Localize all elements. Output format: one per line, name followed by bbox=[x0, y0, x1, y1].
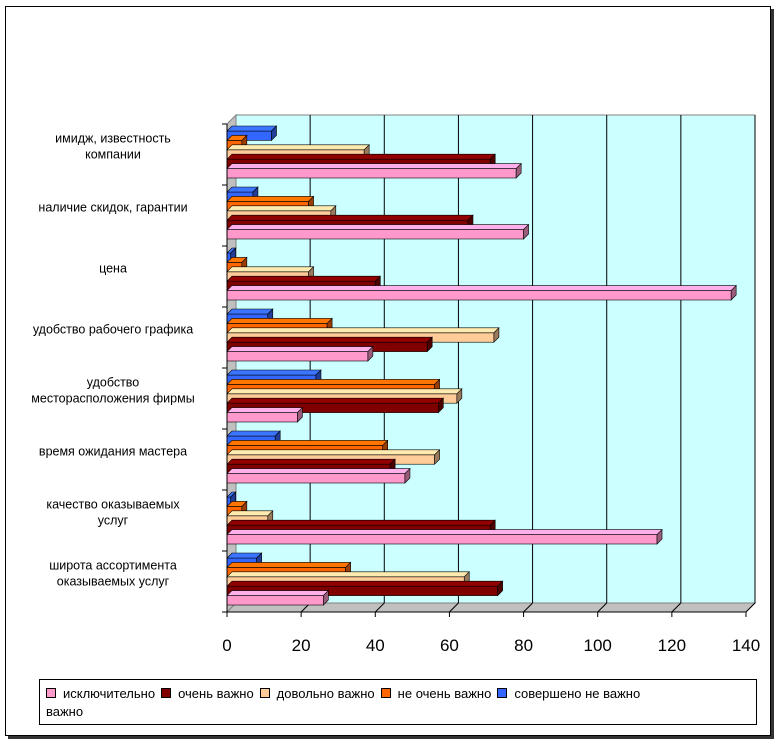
chart-frame: имидж, известность компании наличие скидок… bbox=[5, 6, 771, 736]
x-tick-label: 60 bbox=[440, 636, 459, 655]
bar bbox=[226, 467, 411, 484]
category-label: имидж, известность компании bbox=[55, 132, 171, 162]
bar bbox=[226, 345, 374, 362]
axes bbox=[222, 123, 747, 617]
legend-trailing-text: важно bbox=[46, 704, 84, 719]
category-label: цена bbox=[99, 262, 127, 276]
x-tick-label: 0 bbox=[222, 636, 231, 655]
category-label: широта ассортимента оказываемых услуг bbox=[49, 559, 177, 589]
category-label: время ожидания мастера bbox=[39, 445, 187, 459]
bar bbox=[226, 125, 278, 142]
legend-swatch bbox=[161, 688, 172, 698]
gridline-floor bbox=[523, 602, 533, 613]
legend-swatch bbox=[259, 688, 270, 698]
bars bbox=[226, 125, 737, 606]
gridline-floor bbox=[597, 602, 608, 613]
legend-swatch bbox=[46, 688, 56, 698]
category-labels: имидж, известность компании наличие скидок… bbox=[31, 132, 194, 589]
legend-item: довольно важно bbox=[259, 685, 375, 703]
gridline-floor bbox=[449, 602, 459, 613]
legend-label: исключительно bbox=[63, 686, 156, 701]
legend-item: совершено не важно bbox=[497, 685, 640, 703]
bar bbox=[226, 589, 330, 606]
gridline-floor bbox=[671, 602, 682, 613]
bar bbox=[226, 580, 504, 597]
bar bbox=[226, 162, 522, 179]
x-tick-label: 140 bbox=[732, 636, 760, 655]
x-tick-label: 100 bbox=[584, 636, 612, 655]
legend-label: довольно важно bbox=[276, 686, 375, 701]
bar-chart: имидж, известность компании наличие скидок… bbox=[31, 113, 760, 655]
legend: исключительно очень важно довольно важно не… bbox=[39, 679, 757, 725]
legend-item: не очень важно bbox=[380, 685, 492, 703]
gridline-floor bbox=[374, 602, 385, 613]
legend-label: очень важно bbox=[178, 686, 254, 701]
bar bbox=[226, 528, 663, 545]
bar bbox=[226, 284, 737, 301]
category-label: удобство месторасположения фирмы bbox=[31, 376, 194, 406]
category-label: качество оказываемых услуг bbox=[46, 498, 180, 528]
x-tick-label: 80 bbox=[514, 636, 533, 655]
x-tick-label: 40 bbox=[366, 636, 385, 655]
x-tick-label: 20 bbox=[292, 636, 311, 655]
legend-item: очень важно bbox=[161, 685, 254, 703]
bar bbox=[226, 397, 445, 414]
category-label: удобство рабочего графика bbox=[33, 323, 193, 337]
legend-label: не очень важно bbox=[397, 686, 492, 701]
gridline-floor bbox=[745, 602, 756, 613]
category-label: наличие скидок, гарантии bbox=[38, 201, 187, 215]
bar bbox=[226, 223, 530, 240]
bar bbox=[226, 406, 304, 423]
legend-swatch bbox=[497, 688, 508, 698]
legend-item: исключительно bbox=[46, 685, 155, 703]
x-tick-label: 120 bbox=[658, 636, 686, 655]
legend-label: совершено не важно bbox=[514, 686, 641, 701]
tick-labels: 0 20 40 60 80 100 120 140 bbox=[222, 636, 760, 655]
legend-swatch bbox=[380, 688, 391, 698]
